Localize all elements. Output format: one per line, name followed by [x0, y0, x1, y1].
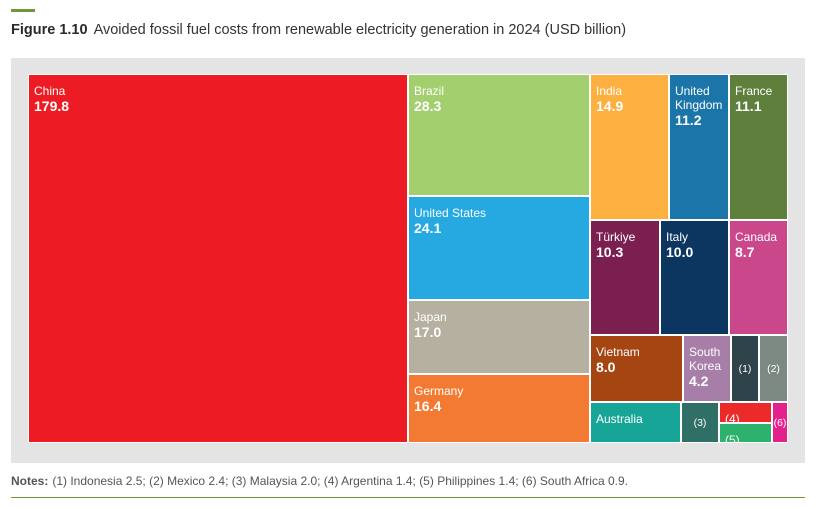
treemap-tile: Türkiye 10.3: [590, 220, 660, 335]
tile-label: China 179.8: [34, 84, 70, 114]
tile-label: (3): [693, 416, 707, 429]
treemap-tile: India 14.9: [590, 74, 669, 220]
tile-value: 8.0: [596, 359, 616, 375]
treemap-tile: Canada 8.7: [729, 220, 788, 335]
tile-value: 10.3: [596, 244, 624, 260]
treemap-tile: (4): [719, 402, 772, 423]
treemap-tile: (1): [731, 335, 759, 402]
tile-label: France 11.1: [735, 84, 773, 114]
figure-title: Figure 1.10 Avoided fossil fuel costs fro…: [11, 22, 626, 38]
tile-value: 17.0: [414, 324, 442, 340]
tile-label: Brazil 28.3: [414, 84, 445, 114]
treemap-tile: Japan 17.0: [408, 300, 590, 374]
treemap-tile: Vietnam 8.0: [590, 335, 683, 402]
notes-label: Notes:: [11, 474, 49, 488]
tile-label: Türkiye 10.3: [596, 230, 636, 260]
tile-value: 8.7: [735, 244, 755, 260]
tile-value: 11.2: [675, 112, 702, 128]
tile-value: 28.3: [414, 98, 442, 114]
treemap-tile: (5): [719, 423, 772, 443]
tile-value: 179.8: [34, 98, 70, 114]
tile-label: India 14.9: [596, 84, 624, 114]
tile-label: Italy 10.0: [666, 230, 694, 260]
treemap-chart: China 179.8 Brazil 28.3 United States 24.1 Jap…: [11, 58, 805, 463]
treemap-tile: South Korea 4.2: [683, 335, 731, 402]
tile-label: South Korea 4.2: [689, 345, 722, 389]
tile-label: Japan 17.0: [414, 310, 447, 340]
tile-label: (6): [773, 416, 787, 429]
tile-value: 16.4: [414, 398, 442, 414]
notes-text: (1) Indonesia 2.5; (2) Mexico 2.4; (3) M…: [52, 474, 628, 488]
notes: Notes: (1) Indonesia 2.5; (2) Mexico 2.4;…: [11, 474, 628, 488]
tile-value: 4.2: [689, 373, 709, 389]
tile-label: (2): [767, 362, 780, 375]
treemap-tile: United States 24.1: [408, 196, 590, 300]
treemap-tile: France 11.1: [729, 74, 788, 220]
tile-label: (5): [725, 433, 740, 443]
bottom-rule: [11, 497, 805, 498]
figure-number: Figure 1.10: [11, 22, 88, 38]
treemap-tile: United Kingdom 11.2: [669, 74, 729, 220]
tile-label: Germany 16.4: [414, 384, 464, 414]
treemap-tile: (3): [681, 402, 719, 443]
tile-value: 10.0: [666, 244, 694, 260]
treemap-tile: (2): [759, 335, 788, 402]
tile-label: United Kingdom 11.2: [675, 84, 723, 128]
treemap-tile: Australia: [590, 402, 681, 443]
tile-value: 24.1: [414, 220, 442, 236]
treemap-tile: Brazil 28.3: [408, 74, 590, 196]
treemap-tile: Italy 10.0: [660, 220, 729, 335]
treemap-tile: China 179.8: [28, 74, 408, 443]
tile-label: (1): [738, 362, 752, 375]
tile-label: Australia: [596, 412, 643, 426]
tile-label: Canada 8.7: [735, 230, 778, 260]
tile-label: (4): [725, 412, 740, 423]
figure-caption: Avoided fossil fuel costs from renewable…: [93, 22, 627, 38]
tile-value: 11.1: [735, 98, 762, 114]
treemap-tile: Germany 16.4: [408, 374, 590, 443]
tile-value: 14.9: [596, 98, 624, 114]
treemap-tile: (6): [772, 402, 788, 443]
tile-label: Vietnam 8.0: [596, 345, 640, 375]
accent-bar: [11, 9, 35, 12]
tile-label: United States 24.1: [414, 206, 487, 236]
